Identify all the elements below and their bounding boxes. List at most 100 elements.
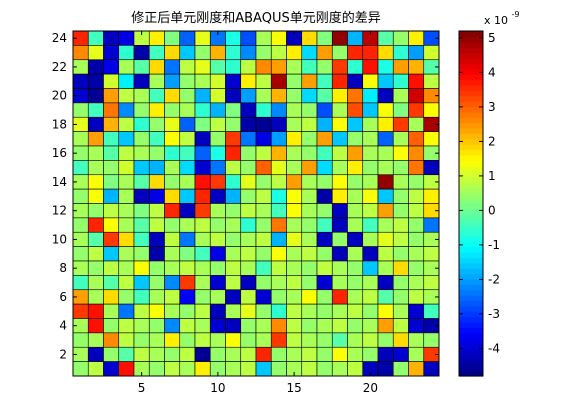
heatmap-cell (240, 88, 257, 104)
colorbar-band (459, 144, 483, 151)
heatmap-cell (240, 188, 257, 204)
colorbar-multiplier: x 10 -9 (484, 10, 520, 27)
heatmap-cell (301, 203, 318, 219)
heatmap-cell (423, 188, 440, 204)
heatmap-cell (194, 59, 211, 75)
heatmap-cell (362, 332, 379, 348)
colorbar-band (459, 230, 483, 237)
heatmap-cell (286, 45, 303, 61)
heatmap-cell (225, 275, 242, 291)
heatmap-cell (347, 45, 364, 61)
heatmap-cell (392, 260, 409, 276)
heatmap-cell (72, 217, 89, 233)
heatmap-cell (377, 231, 394, 247)
heatmap-cell (148, 318, 165, 334)
heatmap-cell (270, 217, 287, 233)
y-tick-label: 12 (52, 204, 67, 218)
heatmap-cell (286, 231, 303, 247)
heatmap-cell (347, 361, 364, 377)
heatmap-cell (225, 260, 242, 276)
heatmap-cell (87, 318, 104, 334)
heatmap-cell (392, 88, 409, 104)
heatmap-cell (133, 246, 150, 262)
colorbar-band (459, 241, 483, 248)
heatmap-cell (164, 361, 181, 377)
colorbar-band (459, 278, 483, 285)
heatmap-cell (347, 303, 364, 319)
heatmap-cell (179, 275, 196, 291)
heatmap-cell (118, 275, 135, 291)
heatmap-cell (164, 160, 181, 176)
heatmap-cell (133, 73, 150, 89)
heatmap-cell (255, 275, 272, 291)
heatmap-cell (87, 131, 104, 147)
heatmap-cell (72, 188, 89, 204)
y-tick-label: 14 (52, 175, 67, 189)
heatmap-cell (286, 332, 303, 348)
heatmap-cell (240, 361, 257, 377)
heatmap-cell (316, 88, 333, 104)
heatmap-cell (87, 361, 104, 377)
heatmap-cell (362, 260, 379, 276)
heatmap-cell (270, 59, 287, 75)
heatmap-cell (377, 30, 394, 46)
heatmap-cell (240, 346, 257, 362)
heatmap-cell (408, 246, 425, 262)
heatmap-cell (87, 88, 104, 104)
heatmap-cell (148, 260, 165, 276)
heatmap-cell (255, 289, 272, 305)
heatmap-cell (392, 145, 409, 161)
heatmap-cell (87, 73, 104, 89)
heatmap-cell (377, 45, 394, 61)
heatmap-cell (72, 332, 89, 348)
colorbar-multiplier-exponent: -9 (512, 10, 520, 19)
heatmap-cell (331, 231, 348, 247)
heatmap-cell (331, 116, 348, 132)
heatmap-cell (377, 318, 394, 334)
heatmap-cell (423, 45, 440, 61)
heatmap-cell (148, 361, 165, 377)
heatmap-cell (87, 346, 104, 362)
heatmap-cell (255, 346, 272, 362)
heatmap-cell (225, 289, 242, 305)
heatmap-cell (194, 289, 211, 305)
colorbar-band (459, 133, 483, 140)
y-tick-label: 8 (59, 261, 67, 275)
heatmap-cell (392, 59, 409, 75)
heatmap-cell (347, 289, 364, 305)
heatmap-cell (164, 275, 181, 291)
heatmap-cell (179, 174, 196, 190)
heatmap-cell (164, 131, 181, 147)
heatmap-cell (225, 174, 242, 190)
heatmap-cell (316, 203, 333, 219)
colorbar-multiplier-base: x 10 (484, 14, 508, 27)
heatmap-cell (392, 73, 409, 89)
heatmap-cell (164, 188, 181, 204)
heatmap-cell (316, 246, 333, 262)
heatmap-cell (316, 289, 333, 305)
heatmap-cell (225, 73, 242, 89)
colorbar-band (459, 95, 483, 102)
heatmap-cell (118, 289, 135, 305)
colorbar-band (459, 338, 483, 345)
heatmap-cell (362, 231, 379, 247)
heatmap-cell (301, 303, 318, 319)
x-axis: 5 10 15 20 (138, 31, 378, 395)
y-tick-label: 4 (59, 319, 67, 333)
heatmap-cell (194, 303, 211, 319)
heatmap-cell (316, 59, 333, 75)
heatmap-cell (72, 275, 89, 291)
heatmap-cell (209, 217, 226, 233)
heatmap-cell (255, 73, 272, 89)
heatmap-cell (179, 131, 196, 147)
heatmap-cell (347, 318, 364, 334)
heatmap-cell (103, 174, 120, 190)
y-tick-label: 16 (52, 146, 67, 160)
heatmap-cell (377, 131, 394, 147)
heatmap-cell (377, 188, 394, 204)
heatmap-cell (408, 188, 425, 204)
heatmap-cell (286, 88, 303, 104)
heatmap-cell (255, 30, 272, 46)
heatmap-cell (255, 332, 272, 348)
heatmap-cell (408, 73, 425, 89)
